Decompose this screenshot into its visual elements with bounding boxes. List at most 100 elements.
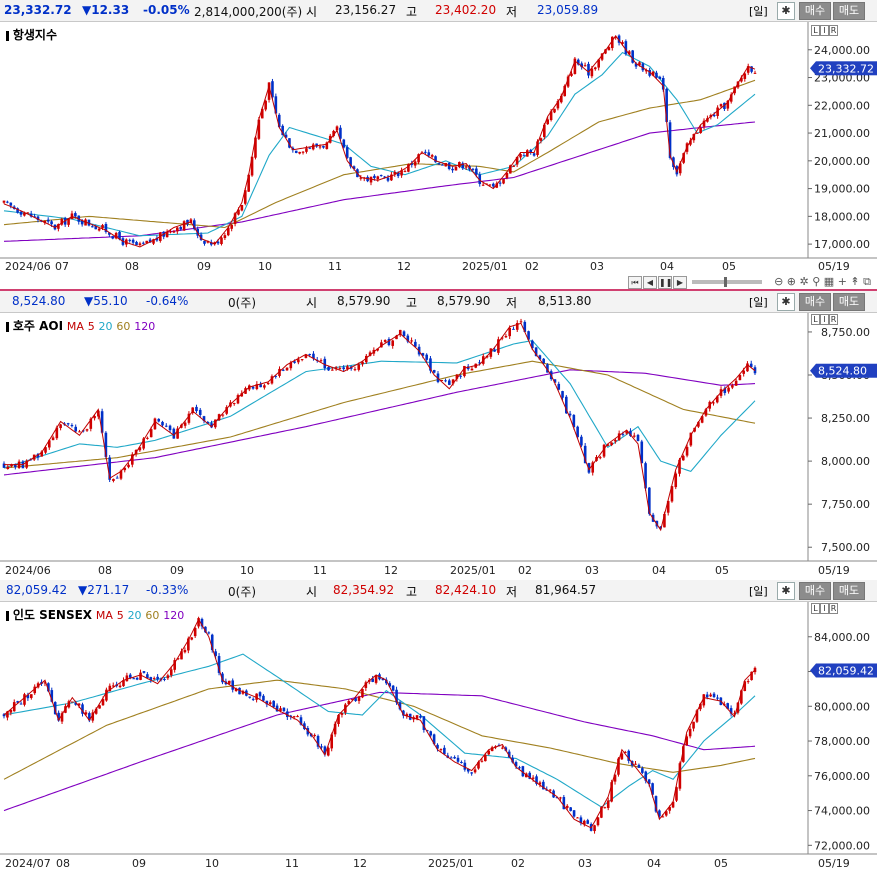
scrollbar[interactable]: [692, 277, 762, 287]
candle-body: [685, 446, 689, 456]
tool2-icon[interactable]: ↟: [850, 275, 860, 288]
candle-body: [461, 163, 465, 169]
candle-body: [210, 634, 214, 651]
settings-icon[interactable]: ✲: [799, 275, 809, 288]
candle-body: [702, 120, 706, 127]
window-icon[interactable]: ⧉: [863, 275, 871, 288]
candle-body: [176, 428, 179, 439]
candle-body: [617, 758, 620, 775]
sensex-sell-button[interactable]: 매도: [833, 582, 865, 600]
candle-body: [157, 418, 161, 422]
candle-body: [470, 772, 473, 774]
sensex-buy-button[interactable]: 매수: [799, 582, 831, 600]
x-tick-label: 11: [285, 857, 299, 870]
sensex-price: 82,059.42: [6, 583, 68, 597]
sensex-period-button[interactable]: [일]: [749, 585, 768, 598]
candle-body: [60, 713, 64, 722]
candle-body: [664, 811, 668, 816]
candle-body: [727, 387, 730, 392]
hsi-sell-button[interactable]: 매도: [833, 2, 865, 20]
gear-icon[interactable]: ✱: [777, 582, 795, 600]
tool-icon[interactable]: ⚲: [812, 275, 821, 288]
gear-icon[interactable]: ✱: [777, 293, 795, 311]
candle-body: [294, 150, 298, 153]
candle-body: [414, 341, 417, 347]
grid-icon[interactable]: ▦: [823, 275, 835, 288]
candle-body: [750, 671, 753, 681]
hsi-panel: 23,332.72 ▼12.33 -0.05% 2,814,000,200(주)…: [0, 0, 877, 291]
aoi-high: 8,579.90: [437, 294, 491, 308]
candle-body: [53, 702, 57, 715]
lir-i-button[interactable]: I: [820, 25, 829, 36]
candle-body: [489, 348, 493, 357]
candle-body: [155, 237, 159, 241]
lir-r-button[interactable]: R: [829, 314, 838, 325]
aoi-panel: 8,524.80 ▼55.10 -0.64% 0(주) 시 8,579.90 고…: [0, 291, 877, 580]
candle-body: [105, 689, 108, 701]
add-icon[interactable]: +: [837, 275, 847, 288]
candle-body: [425, 354, 428, 360]
candle-body: [203, 240, 206, 244]
candle-body: [132, 678, 136, 680]
x-tick-label: 2024/06: [5, 564, 51, 577]
zoom-in-icon[interactable]: ⊕: [786, 275, 797, 288]
y-tick-label: 19,000.00: [814, 183, 870, 196]
candle-body: [522, 155, 526, 157]
candle-body: [473, 769, 477, 773]
candle-body: [47, 440, 51, 448]
lir-i-button[interactable]: I: [820, 603, 829, 614]
candle-body: [659, 526, 662, 529]
lir-r-button[interactable]: R: [829, 25, 838, 36]
ma60-line: [3, 679, 756, 780]
hsi-chart[interactable]: 17,000.00 18,000.00 19,000.00 20,000.00 21,0…: [0, 22, 877, 275]
candle-body: [347, 701, 351, 705]
candle-body: [573, 58, 577, 74]
candle-body: [697, 422, 700, 427]
candle-body: [507, 751, 511, 758]
candle-body: [515, 157, 519, 165]
lir-l-button[interactable]: L: [811, 603, 820, 614]
candle-body: [66, 423, 70, 425]
aoi-chart[interactable]: 7,500.007,750.008,000.008,250.008,500.00…: [0, 313, 877, 580]
candle-body: [197, 618, 200, 627]
aoi-buy-button[interactable]: 매수: [799, 293, 831, 311]
candle-body: [604, 49, 607, 54]
scroll-thumb[interactable]: [724, 277, 727, 287]
candle-body: [275, 705, 279, 712]
aoi-period-button[interactable]: [일]: [749, 296, 768, 309]
candle-body: [301, 151, 305, 153]
lir-l-button[interactable]: L: [811, 314, 820, 325]
hsi-period-button[interactable]: [일]: [749, 5, 768, 18]
candle-body: [254, 137, 257, 158]
prev-icon[interactable]: ◀: [643, 276, 657, 289]
lir-l-button[interactable]: L: [811, 25, 820, 36]
candle-body: [675, 166, 679, 175]
y-tick-label: 21,000.00: [814, 127, 870, 140]
candle-body: [675, 787, 678, 801]
y-tick-label: 78,000.00: [814, 735, 870, 748]
aoi-sell-button[interactable]: 매도: [833, 293, 865, 311]
hsi-buy-button[interactable]: 매수: [799, 2, 831, 20]
candle-body: [719, 104, 723, 107]
y-tick-label: 17,000.00: [814, 238, 870, 251]
candle-body: [487, 750, 491, 755]
pause-icon[interactable]: ❚❚: [658, 276, 673, 289]
zoom-out-icon[interactable]: ⊖: [774, 275, 784, 288]
lir-i-button[interactable]: I: [820, 314, 829, 325]
candle-body: [542, 358, 545, 364]
candle-body: [613, 774, 617, 782]
candle-body: [305, 148, 308, 152]
candle-body: [709, 694, 712, 697]
candle-body: [263, 385, 266, 388]
candle-body: [127, 464, 130, 468]
candle-body: [16, 208, 19, 213]
sensex-chart[interactable]: 72,000.00 74,000.00 76,000.00 78,000.00 80,0…: [0, 602, 877, 874]
next-icon[interactable]: ▶: [673, 276, 687, 289]
candle-body: [437, 163, 441, 165]
gear-icon[interactable]: ✱: [777, 2, 795, 20]
candle-body: [176, 227, 179, 232]
candle-body: [350, 699, 354, 701]
lir-r-button[interactable]: R: [829, 603, 838, 614]
first-icon[interactable]: ⏮: [628, 276, 642, 289]
candle-body: [583, 820, 586, 825]
